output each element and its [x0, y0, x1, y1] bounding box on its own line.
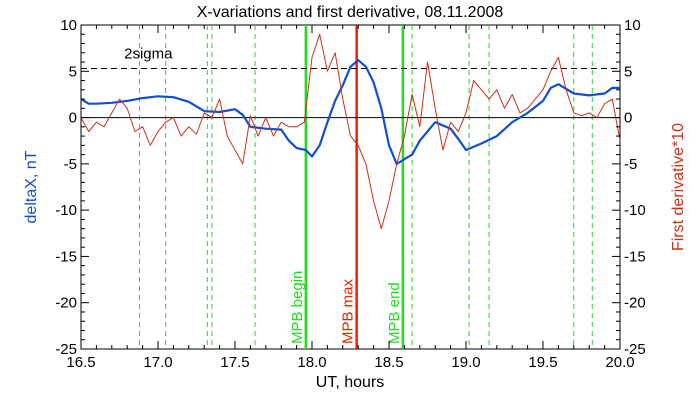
x-axis: 16.5 17.0 17.5 18.0 18.5 19.0 19.5 20.0 [66, 25, 635, 371]
x-axis-label: UT, hours [316, 374, 384, 391]
mpb-markers: MPB begin MPB max MPB end [289, 25, 405, 349]
y2-tick-label-5: -15 [624, 248, 646, 265]
mpb-end-label: MPB end [386, 282, 403, 344]
y2-tick-label-1: 5 [624, 63, 632, 80]
y-tick-label-4: -10 [55, 202, 77, 219]
y2-tick-label-0: 10 [624, 17, 641, 34]
x-tick-label-6: 19.5 [528, 354, 557, 371]
deltax-line [80, 59, 620, 165]
threshold-label: 2sigma [124, 46, 173, 63]
y-tick-label-2: 0 [69, 110, 77, 127]
mpb-begin-label: MPB begin [289, 271, 306, 344]
y2-tick-label-7: -25 [624, 341, 646, 358]
y-axis-right: 10 5 0 -5 -10 -15 -20 -25 [612, 17, 646, 358]
y-tick-label-1: 5 [69, 63, 77, 80]
vertical-dashed-lines [139, 25, 593, 349]
x-tick-label-7: 20.0 [605, 354, 634, 371]
x-tick-label-4: 18.5 [374, 354, 403, 371]
plot-frame [80, 24, 621, 350]
y-tick-label-6: -20 [55, 295, 77, 312]
y-axis-right-label: First derivative*10 [670, 123, 687, 251]
derivative-line [80, 33, 621, 230]
chart-title: X-variations and first derivative, 08.11… [197, 4, 504, 21]
y2-tick-label-2: 0 [624, 110, 632, 127]
x-tick-label-0: 16.5 [66, 354, 95, 371]
y2-tick-label-4: -10 [624, 202, 646, 219]
y-axis-left-label: deltaX, nT [23, 150, 40, 223]
y-tick-label-3: -5 [64, 156, 77, 173]
x-tick-label-3: 18.0 [297, 354, 326, 371]
series-lines [80, 33, 621, 230]
y-tick-label-0: 10 [60, 17, 77, 34]
x-tick-label-1: 17.0 [143, 354, 172, 371]
y-tick-label-5: -15 [55, 248, 77, 265]
y-axis-left: 10 5 0 -5 -10 -15 -20 -25 [55, 17, 89, 358]
y2-tick-label-3: -5 [624, 156, 637, 173]
y2-tick-label-6: -20 [624, 295, 646, 312]
plot-area: MPB begin MPB max MPB end 2sigma [80, 24, 621, 350]
x-tick-label-5: 19.0 [451, 354, 480, 371]
x-tick-label-2: 17.5 [220, 354, 249, 371]
y-tick-label-7: -25 [55, 341, 77, 358]
mpb-max-label: MPB max [340, 278, 357, 344]
